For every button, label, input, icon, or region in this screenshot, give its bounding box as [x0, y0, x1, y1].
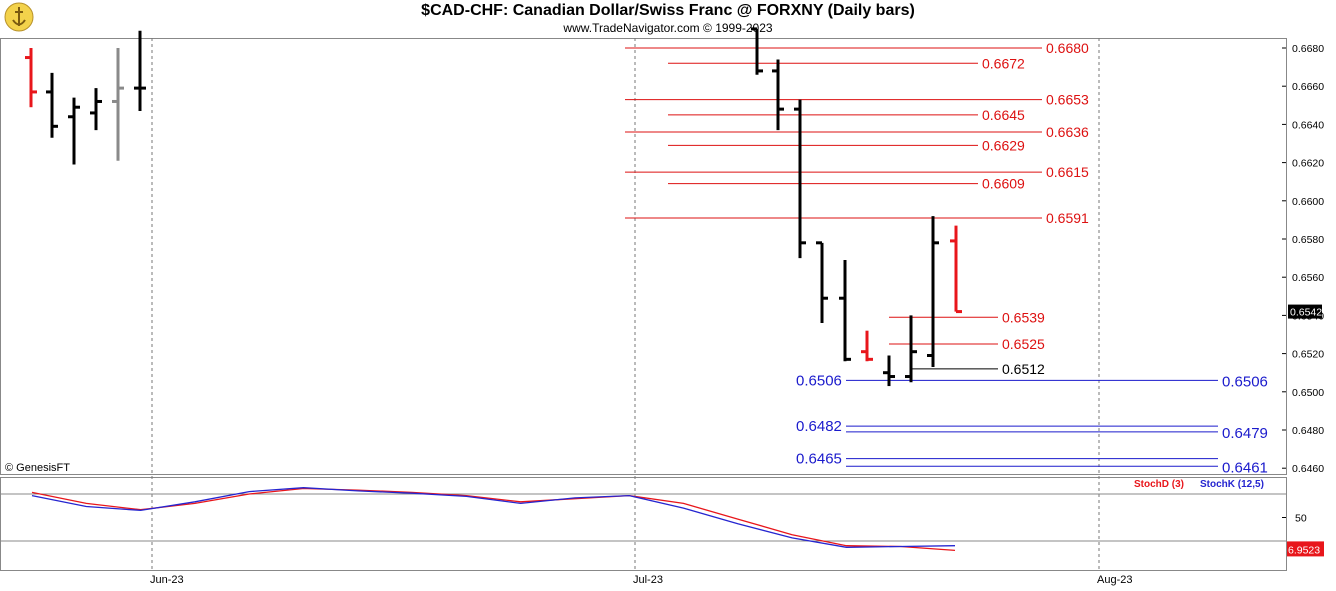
anchor-logo-icon: [4, 2, 34, 32]
level-label: 0.6591: [1046, 210, 1089, 226]
ohlc-bar: [794, 99, 806, 259]
level-label: 0.6672: [982, 55, 1025, 71]
ohlc-bar: [134, 30, 146, 112]
support-label-left: 0.6465: [796, 451, 842, 468]
support-label-left: 0.6482: [796, 418, 842, 435]
y-tick-label: 0.6460: [1292, 463, 1324, 475]
stoch-last-box: [1287, 541, 1324, 557]
stoch-last-label: 6.9523: [1288, 544, 1320, 556]
level-label: 0.6512: [1002, 361, 1045, 377]
support-label-right: 0.6461: [1222, 459, 1268, 476]
y-tick-label: 0.6520: [1292, 349, 1324, 361]
ohlc-bar: [90, 88, 102, 131]
y-tick-label: 0.6500: [1292, 387, 1324, 399]
x-tick-label: Jun-23: [150, 574, 184, 586]
ohlc-bar: [927, 216, 939, 367]
level-label: 0.6653: [1046, 92, 1089, 108]
trade-navigator-logo: [4, 2, 34, 32]
legend-stoch-d: StochD (3): [1134, 479, 1184, 490]
stoch-panel-border: [0, 477, 1287, 571]
last-price-label: 0.6542: [1290, 307, 1322, 319]
y-tick-label: 0.6480: [1292, 425, 1324, 437]
level-label: 0.6680: [1046, 40, 1089, 56]
level-label: 0.6629: [982, 137, 1025, 153]
y-tick-label: 0.6660: [1292, 81, 1324, 93]
level-label: 0.6609: [982, 176, 1025, 192]
level-label: 0.6636: [1046, 124, 1089, 140]
x-tick-label: Aug-23: [1097, 574, 1132, 586]
ohlc-bar: [772, 59, 784, 131]
price-panel-border: [0, 38, 1287, 475]
legend-stoch-k: StochK (12,5): [1200, 479, 1264, 490]
genesis-copyright: © GenesisFT: [5, 462, 70, 474]
support-label-right: 0.6506: [1222, 373, 1268, 390]
y-tick-label: 0.6580: [1292, 234, 1324, 246]
ohlc-bar: [816, 241, 828, 324]
level-label: 0.6645: [982, 107, 1025, 123]
stoch-tick-label: 50: [1295, 513, 1307, 525]
stoch-d-line: [31, 487, 956, 552]
ohlc-bar: [905, 315, 917, 383]
y-tick-label: 0.6680: [1292, 43, 1324, 55]
level-label: 0.6539: [1002, 309, 1045, 325]
support-label-right: 0.6479: [1222, 425, 1268, 442]
ohlc-bar: [25, 48, 37, 108]
ohlc-bar: [839, 260, 851, 362]
ohlc-bar: [861, 330, 873, 362]
x-tick-label: Jul-23: [633, 574, 663, 586]
y-tick-label: 0.6620: [1292, 158, 1324, 170]
chart-subtitle: www.TradeNavigator.com © 1999-2023: [563, 21, 773, 35]
level-label: 0.6615: [1046, 164, 1089, 180]
ohlc-bar: [950, 225, 962, 314]
level-label: 0.6525: [1002, 336, 1045, 352]
stoch-k-line: [31, 487, 956, 548]
ohlc-bar: [68, 97, 80, 165]
ohlc-bar: [112, 48, 124, 161]
ohlc-bar: [883, 355, 895, 387]
y-tick-label: 0.6640: [1292, 119, 1324, 131]
ohlc-bar: [46, 72, 58, 138]
y-tick-label: 0.6560: [1292, 272, 1324, 284]
chart-title: $CAD-CHF: Canadian Dollar/Swiss Franc @ …: [421, 2, 915, 19]
last-price-box: [1288, 304, 1322, 319]
ohlc-bar: [751, 27, 763, 75]
support-label-left: 0.6506: [796, 372, 842, 389]
y-tick-label: 0.6600: [1292, 196, 1324, 208]
